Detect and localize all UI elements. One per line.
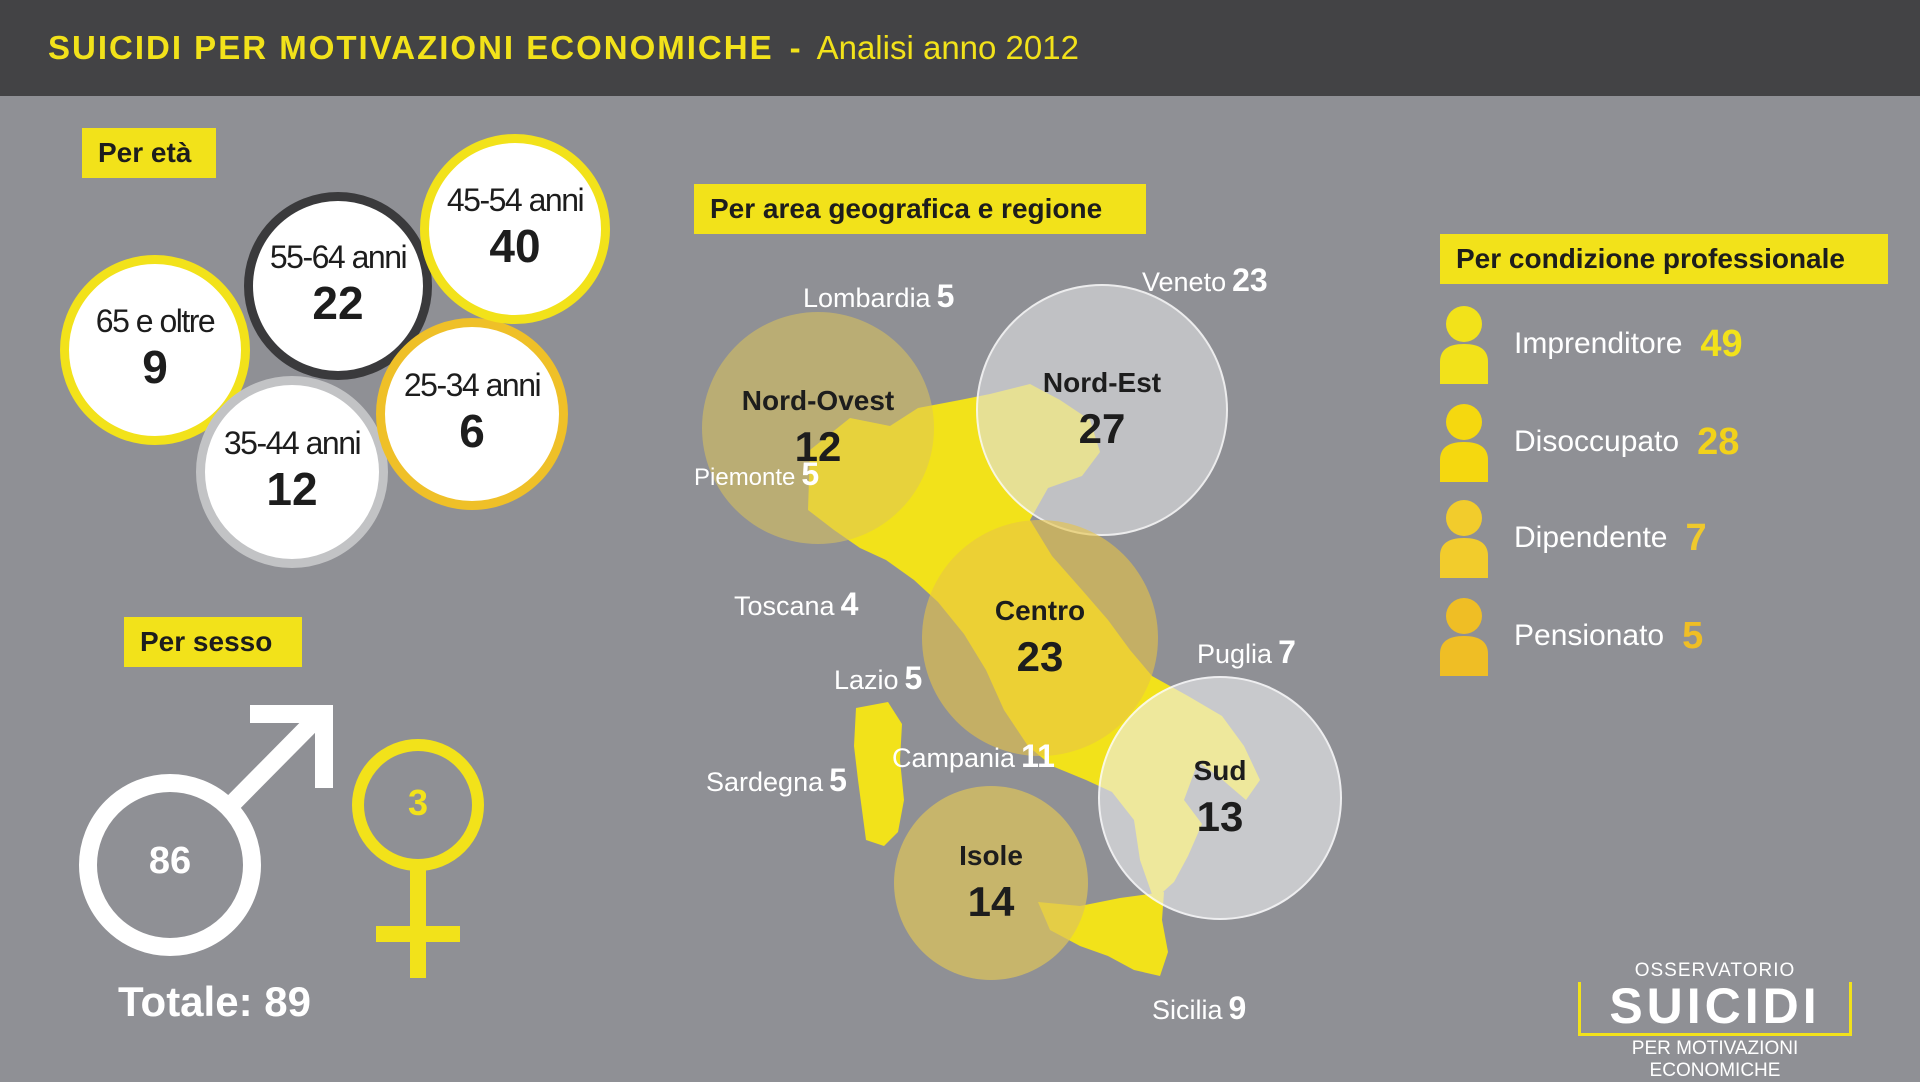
profession-value: 49 xyxy=(1700,322,1743,365)
age-value: 9 xyxy=(142,340,168,393)
header-bar: SUICIDI PER MOTIVAZIONI ECONOMICHE - Ana… xyxy=(0,0,1920,96)
region-sicilia: Sicilia 9 xyxy=(1152,990,1247,1026)
area-name: Isole xyxy=(959,840,1023,871)
area-value: 27 xyxy=(1078,405,1126,452)
region-sardegna: Sardegna 5 xyxy=(706,762,847,798)
logo-top-text: OSSERVATORIO xyxy=(1578,960,1852,982)
logo-frame xyxy=(1578,974,1852,1036)
sex-section-tag: Per sesso xyxy=(124,617,302,667)
age-bubble-45-54: 45-54 anni 40 xyxy=(420,134,610,324)
region-veneto: Veneto 23 xyxy=(1142,262,1268,298)
profession-label: Imprenditore xyxy=(1514,327,1683,360)
area-circle-nord-ovest: Nord-Ovest 12 xyxy=(702,312,934,544)
osservatorio-logo: OSSERVATORIO SUICIDI PER MOTIVAZIONI ECO… xyxy=(1578,960,1852,1081)
person-icon xyxy=(1440,598,1488,676)
page-title: SUICIDI PER MOTIVAZIONI ECONOMICHE xyxy=(48,29,774,66)
area-circle-sud: Sud 13 xyxy=(1098,676,1342,920)
profession-section-tag: Per condizione professionale xyxy=(1440,234,1888,284)
age-label: 55-64 anni xyxy=(269,238,408,275)
title-separator: - xyxy=(789,29,801,66)
area-value: 12 xyxy=(794,423,842,470)
area-name: Centro xyxy=(994,595,1086,626)
age-value: 40 xyxy=(489,219,541,272)
female-symbol-icon xyxy=(352,739,484,978)
profession-label: Dipendente xyxy=(1514,521,1668,554)
age-value: 12 xyxy=(266,462,318,515)
region-piemonte: Piemonte 5 xyxy=(694,456,820,492)
profession-row-imprenditore: Imprenditore 49 xyxy=(1436,304,1743,384)
person-icon xyxy=(1440,404,1488,482)
sardinia-shape xyxy=(854,702,904,846)
area-name: Sud xyxy=(1193,755,1247,786)
profession-row-disoccupato: Disoccupato 28 xyxy=(1436,402,1739,482)
sex-symbols-graphic xyxy=(79,705,484,978)
area-name: Nord-Ovest xyxy=(741,385,895,416)
page-subtitle: Analisi anno 2012 xyxy=(816,29,1079,66)
area-value: 23 xyxy=(1016,633,1064,680)
logo-bottom-text: PER MOTIVAZIONI ECONOMICHE xyxy=(1631,1038,1799,1081)
area-circle-isole: Isole 14 xyxy=(894,786,1088,980)
profession-value: 28 xyxy=(1697,420,1740,463)
person-icon xyxy=(1440,306,1488,384)
profession-row-pensionato: Pensionato 5 xyxy=(1436,596,1703,676)
age-value: 6 xyxy=(459,404,485,457)
age-label: 35-44 anni xyxy=(223,424,362,461)
age-label: 65 e oltre xyxy=(95,302,216,339)
male-count: 86 xyxy=(148,840,192,882)
age-bubble-25-34: 25-34 anni 6 xyxy=(376,318,568,510)
profession-label: Pensionato xyxy=(1514,619,1665,652)
profession-value: 5 xyxy=(1682,614,1704,657)
person-icon xyxy=(1440,500,1488,578)
region-toscana: Toscana 4 xyxy=(734,586,859,622)
area-value: 13 xyxy=(1196,793,1244,840)
area-name: Nord-Est xyxy=(1042,367,1162,398)
age-value: 22 xyxy=(312,276,364,329)
area-circle-nord-est: Nord-Est 27 xyxy=(976,284,1228,536)
male-symbol-icon xyxy=(79,705,333,956)
age-label: 25-34 anni xyxy=(403,366,542,403)
total-count: Totale: 89 xyxy=(118,978,311,1025)
age-section-tag: Per età xyxy=(82,128,216,178)
age-bubble-65-plus: 65 e oltre 9 xyxy=(60,255,250,445)
age-bubble-35-44: 35-44 anni 12 xyxy=(196,376,388,568)
profession-value: 7 xyxy=(1685,516,1707,559)
region-campania: Campania 11 xyxy=(892,738,1055,774)
female-count: 3 xyxy=(407,782,429,823)
region-lombardia: Lombardia 5 xyxy=(803,278,955,314)
region-puglia: Puglia 7 xyxy=(1197,634,1296,670)
profession-label: Disoccupato xyxy=(1514,425,1680,458)
area-value: 14 xyxy=(967,878,1015,925)
age-label: 45-54 anni xyxy=(446,181,585,218)
area-circle-centro: Centro 23 xyxy=(922,520,1158,756)
logo-main-text: SUICIDI xyxy=(1609,978,1821,1034)
geo-section-tag: Per area geografica e regione xyxy=(694,184,1146,234)
profession-row-dipendente: Dipendente 7 xyxy=(1436,498,1707,578)
region-lazio: Lazio 5 xyxy=(834,660,923,696)
